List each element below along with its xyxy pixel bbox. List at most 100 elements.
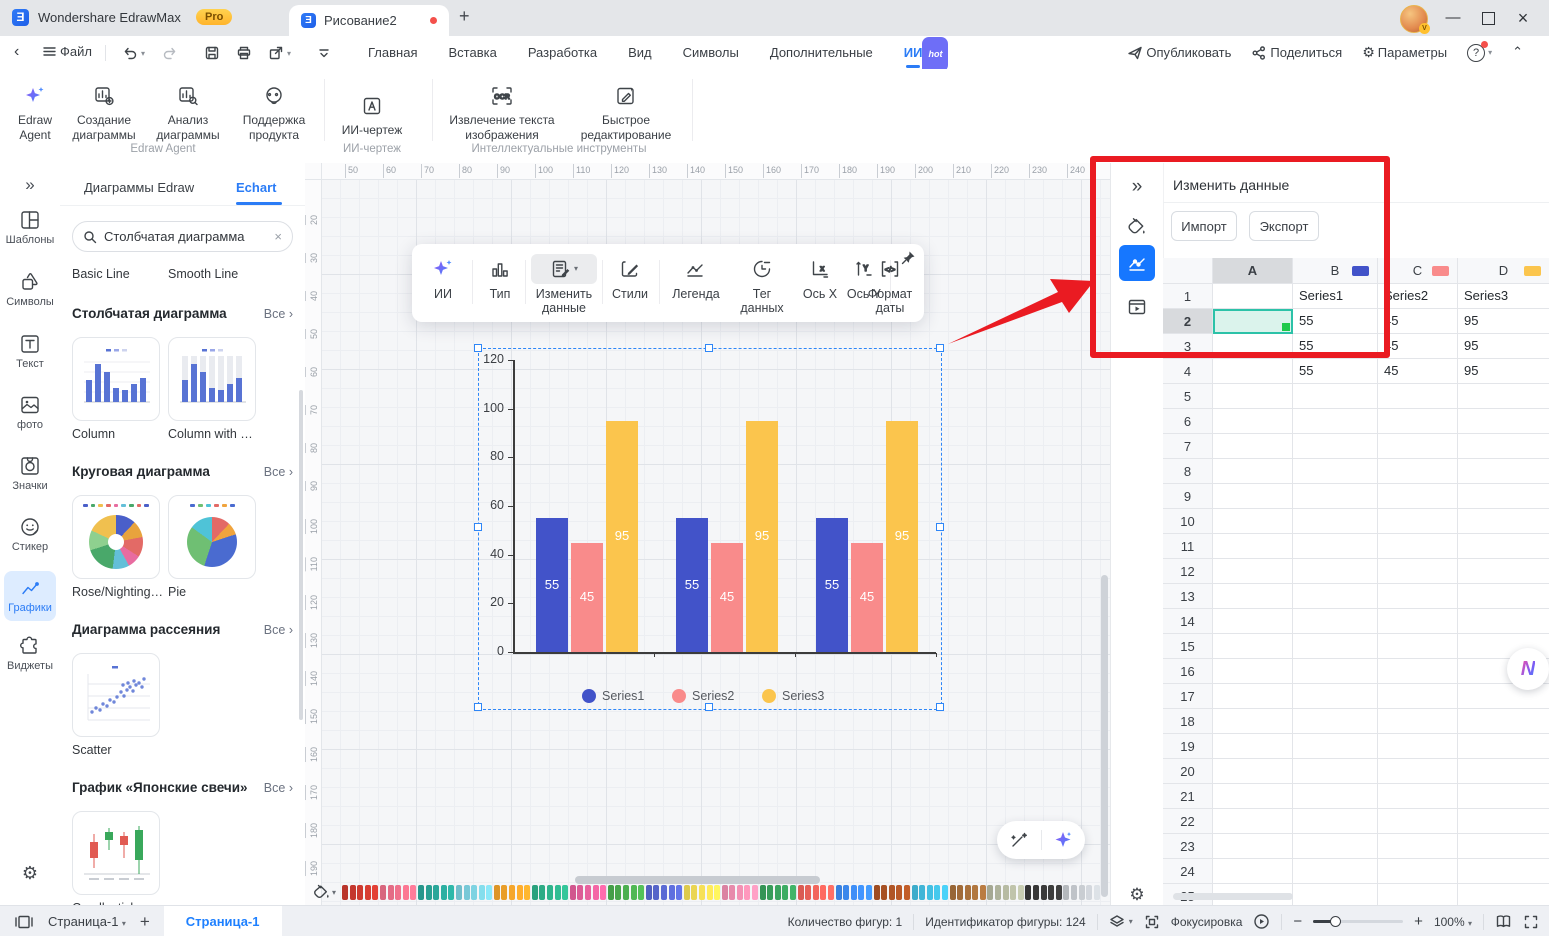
settings-button[interactable]: ⚙ Параметры <box>1362 45 1447 61</box>
cell-A9[interactable] <box>1213 484 1293 509</box>
cell-C7[interactable] <box>1378 434 1458 459</box>
cell-B2[interactable]: 55 <box>1293 309 1378 334</box>
palette-swatch[interactable] <box>372 884 379 900</box>
row-header-16[interactable]: 16 <box>1163 659 1213 684</box>
palette-swatch[interactable] <box>843 884 850 900</box>
row-header-23[interactable]: 23 <box>1163 834 1213 859</box>
palette-swatch[interactable] <box>926 884 933 900</box>
palette-swatch[interactable] <box>964 884 971 900</box>
row-header-20[interactable]: 20 <box>1163 759 1213 784</box>
focus-label[interactable]: Фокусировка <box>1170 914 1243 929</box>
focus-frame-button[interactable] <box>1144 914 1160 930</box>
cell-C2[interactable]: 45 <box>1378 309 1458 334</box>
toolbar-data-tag-button[interactable]: Тег данных <box>730 254 794 316</box>
toolbar-date-format-button[interactable]: </> Формат даты <box>862 254 918 316</box>
sparkle-icon[interactable] <box>1053 830 1073 850</box>
cell-A15[interactable] <box>1213 634 1293 659</box>
tab-edraw-diagrams[interactable]: Диаграммы Edraw <box>84 180 195 195</box>
see-all-link[interactable]: Все › <box>263 623 293 637</box>
zoom-out-button[interactable]: − <box>1293 913 1303 930</box>
cell-D3[interactable]: 95 <box>1458 334 1549 359</box>
tab-vid[interactable]: Вид <box>628 45 652 60</box>
row-header-15[interactable]: 15 <box>1163 634 1213 659</box>
palette-swatch[interactable] <box>1093 884 1100 900</box>
cell-D18[interactable] <box>1458 709 1549 734</box>
clear-search-icon[interactable]: × <box>274 229 282 244</box>
palette-swatch[interactable] <box>767 884 774 900</box>
cell-B4[interactable]: 55 <box>1293 359 1378 384</box>
collapse-panel-button[interactable]: » <box>1119 169 1155 205</box>
palette-swatch[interactable] <box>638 884 645 900</box>
palette-swatch[interactable] <box>865 884 872 900</box>
cell-A23[interactable] <box>1213 834 1293 859</box>
sidebar-item-charts[interactable]: Графики <box>4 571 56 621</box>
palette-swatch[interactable] <box>782 884 789 900</box>
cell-A21[interactable] <box>1213 784 1293 809</box>
column-header-D[interactable]: D <box>1458 258 1549 284</box>
palette-swatch[interactable] <box>1002 884 1009 900</box>
palette-swatch[interactable] <box>653 884 660 900</box>
palette-swatch[interactable] <box>531 884 538 900</box>
palette-swatch[interactable] <box>759 884 766 900</box>
palette-swatch[interactable] <box>410 884 417 900</box>
template-card-rose[interactable] <box>72 495 160 579</box>
palette-swatch[interactable] <box>736 884 743 900</box>
palette-swatch[interactable] <box>1040 884 1047 900</box>
toolbar-styles-button[interactable]: Стили <box>608 254 652 301</box>
sheet-horizontal-scrollbar[interactable] <box>1173 893 1293 900</box>
palette-swatch[interactable] <box>919 884 926 900</box>
page-selector[interactable]: Страница-1 ▾ <box>48 914 126 929</box>
row-header-4[interactable]: 4 <box>1163 359 1213 384</box>
row-header-19[interactable]: 19 <box>1163 734 1213 759</box>
cell-B9[interactable] <box>1293 484 1378 509</box>
row-header-6[interactable]: 6 <box>1163 409 1213 434</box>
cell-C5[interactable] <box>1378 384 1458 409</box>
document-tab[interactable]: Ǝ Рисование2 <box>289 5 449 36</box>
palette-swatch[interactable] <box>949 884 956 900</box>
palette-swatch[interactable] <box>1048 884 1055 900</box>
see-all-link[interactable]: Все › <box>263 307 293 321</box>
row-header-10[interactable]: 10 <box>1163 509 1213 534</box>
template-label[interactable]: Smooth Line <box>168 267 239 281</box>
palette-swatch[interactable] <box>516 884 523 900</box>
panel-scrollbar[interactable] <box>299 390 303 720</box>
cell-C3[interactable]: 45 <box>1378 334 1458 359</box>
cell-D19[interactable] <box>1458 734 1549 759</box>
palette-swatch[interactable] <box>903 884 910 900</box>
tab-simvoly[interactable]: Символы <box>682 45 739 60</box>
cell-B25[interactable] <box>1293 884 1378 905</box>
cell-B10[interactable] <box>1293 509 1378 534</box>
palette-swatch[interactable] <box>1063 884 1070 900</box>
palette-swatch[interactable] <box>592 884 599 900</box>
toolbar-ai-button[interactable]: ИИ <box>422 254 464 301</box>
fill-color-tool[interactable]: ▾ <box>313 884 336 901</box>
palette-swatch[interactable] <box>607 884 614 900</box>
cell-D4[interactable]: 95 <box>1458 359 1549 384</box>
palette-swatch[interactable] <box>577 884 584 900</box>
export-button[interactable]: ▾ <box>268 45 291 61</box>
cell-B15[interactable] <box>1293 634 1378 659</box>
cell-D12[interactable] <box>1458 559 1549 584</box>
palette-swatch[interactable] <box>668 884 675 900</box>
fill-style-tab[interactable] <box>1119 209 1155 245</box>
palette-swatch[interactable] <box>509 884 516 900</box>
data-spreadsheet[interactable]: A B C D 1 Series1 Series2 Series3 2 55 45 95 3 55 45 95… <box>1163 258 1549 905</box>
magic-wand-icon[interactable] <box>1009 830 1029 850</box>
ribbon-product-support[interactable]: Поддержка продукта <box>230 83 318 143</box>
palette-swatch[interactable] <box>896 884 903 900</box>
cell-D7[interactable] <box>1458 434 1549 459</box>
cell-B17[interactable] <box>1293 684 1378 709</box>
toolbar-type-button[interactable]: Тип <box>480 254 520 301</box>
cell-D21[interactable] <box>1458 784 1549 809</box>
chart-selection-box[interactable] <box>478 348 942 710</box>
cell-C25[interactable] <box>1378 884 1458 905</box>
sidebar-item-sticker[interactable]: Стикер <box>4 516 56 553</box>
new-tab-button[interactable]: + <box>459 6 470 26</box>
palette-swatch[interactable] <box>698 884 705 900</box>
palette-swatch[interactable] <box>820 884 827 900</box>
row-header-18[interactable]: 18 <box>1163 709 1213 734</box>
palette-swatch[interactable] <box>554 884 561 900</box>
cell-B7[interactable] <box>1293 434 1378 459</box>
row-header-21[interactable]: 21 <box>1163 784 1213 809</box>
cell-C6[interactable] <box>1378 409 1458 434</box>
